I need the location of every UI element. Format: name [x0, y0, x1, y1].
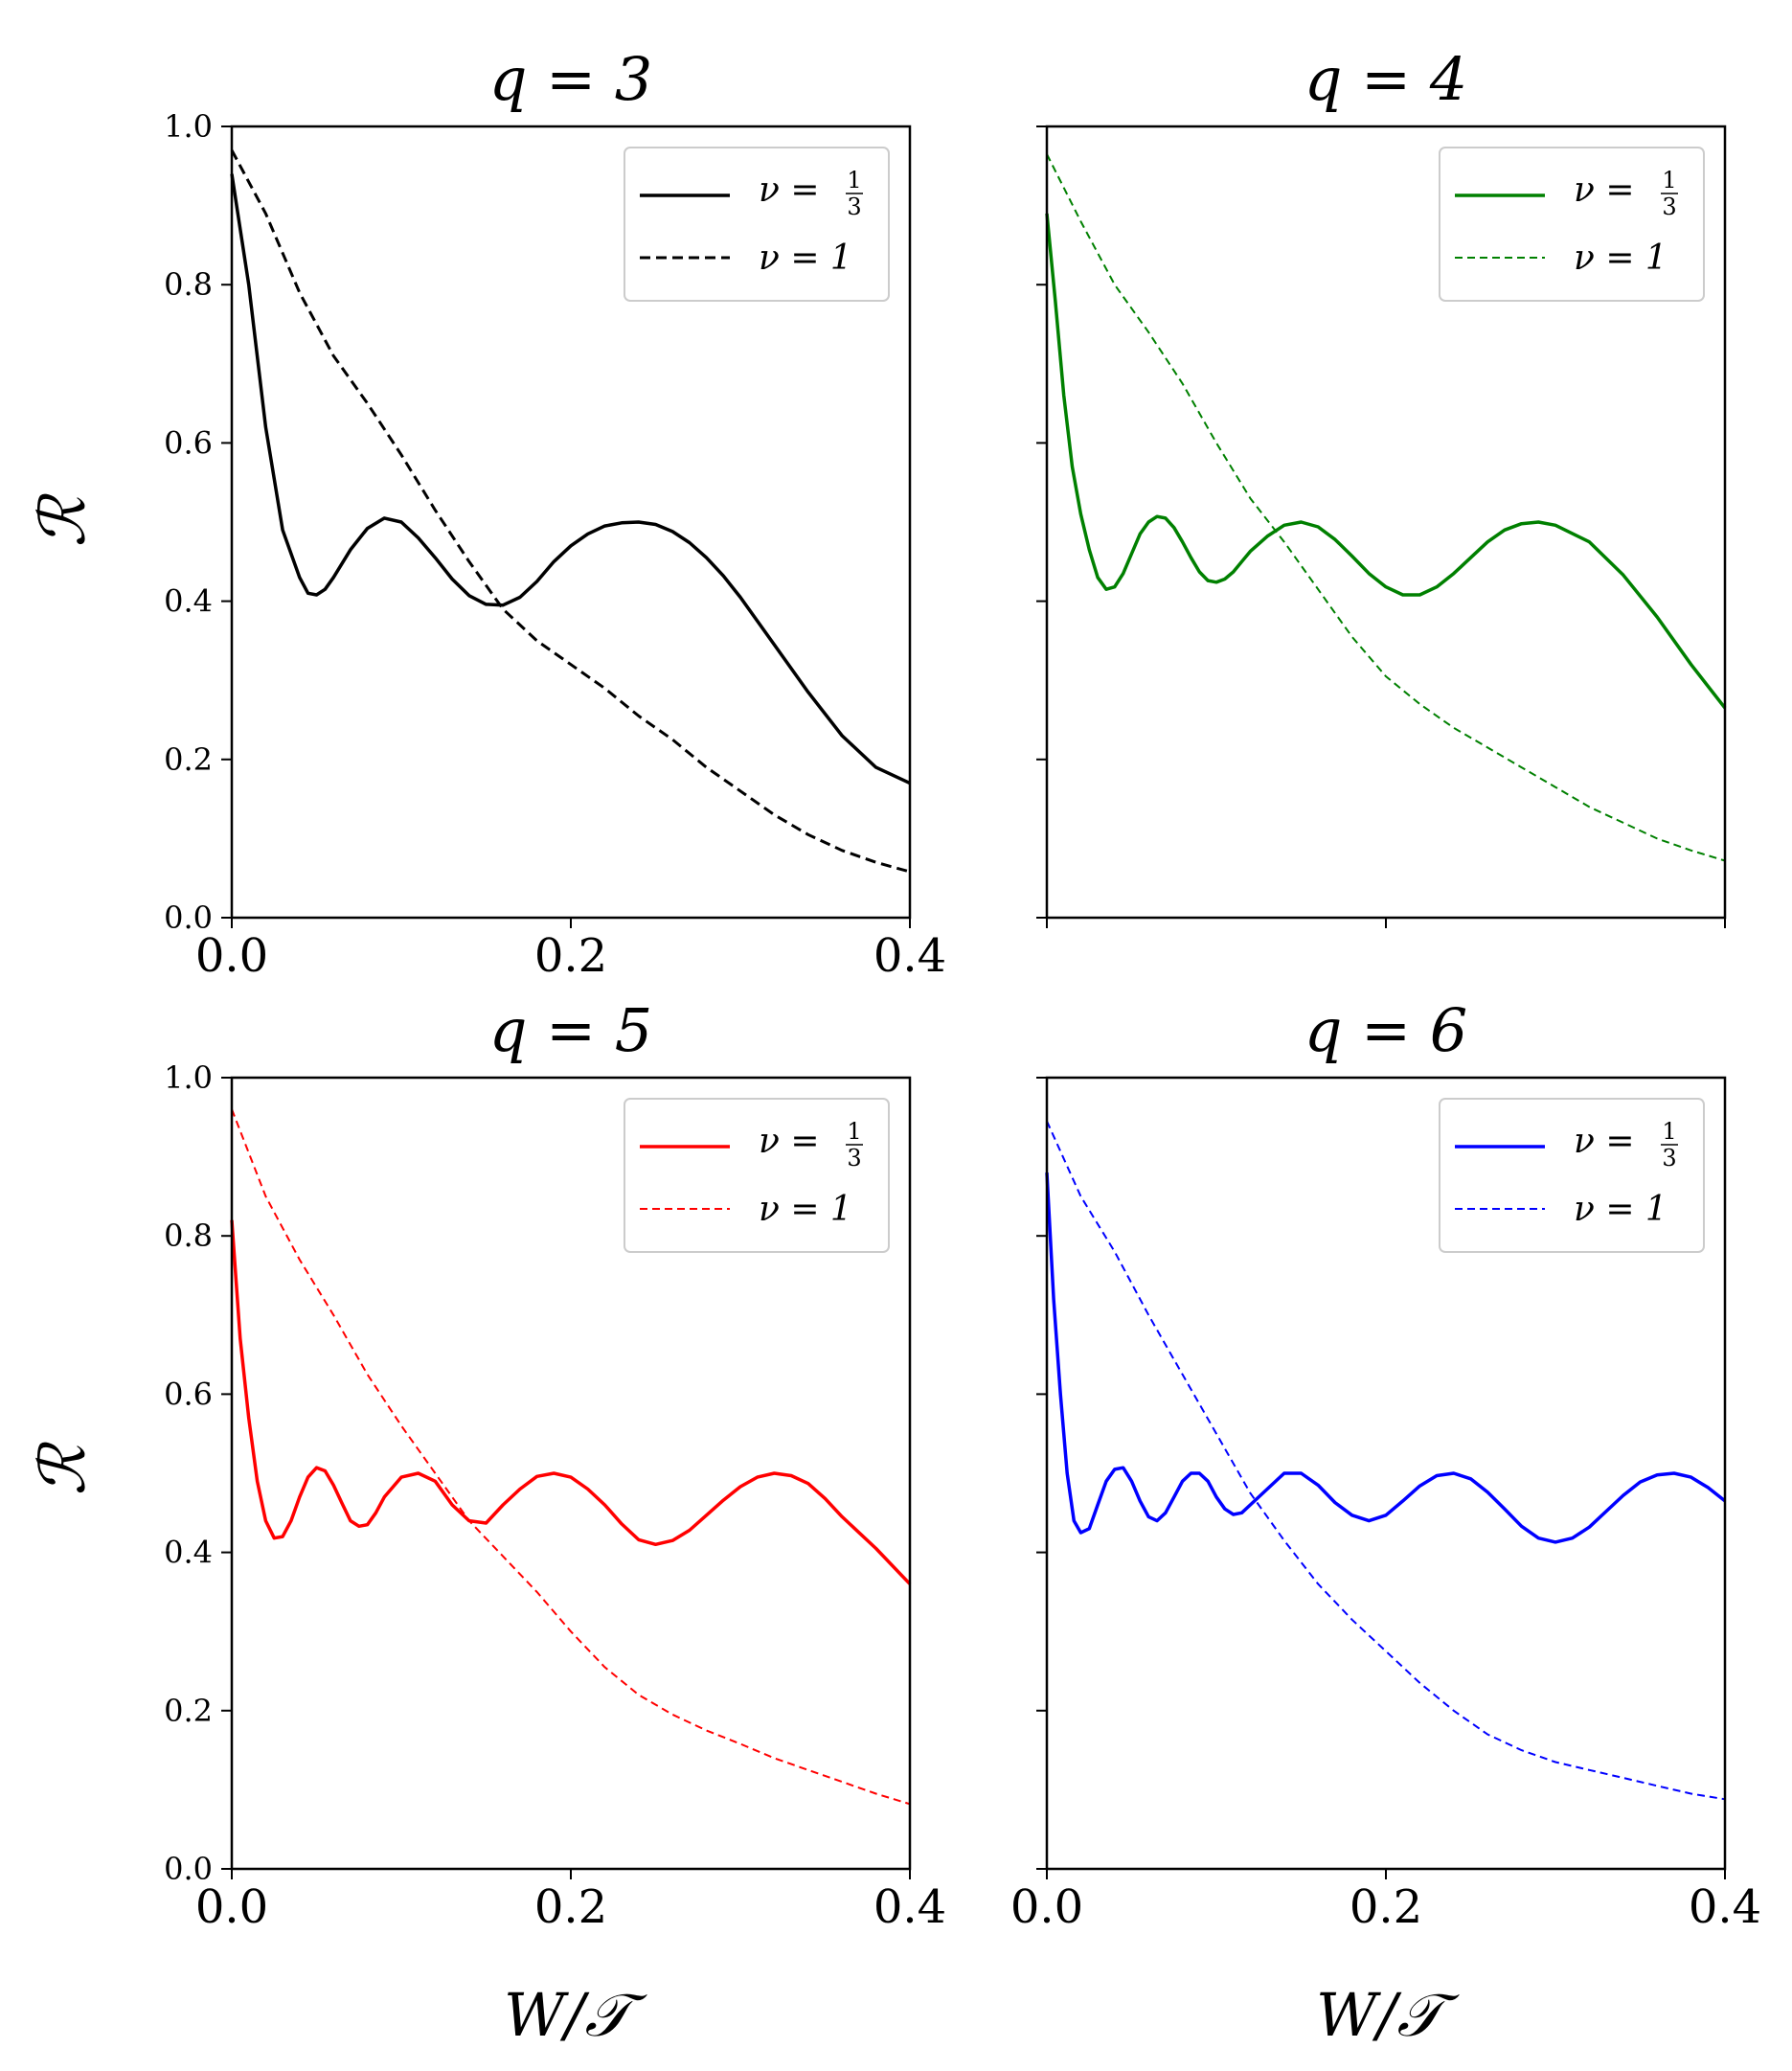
- legend-label-nu-one: ν = 1: [1574, 239, 1667, 278]
- y-tick-label: 0.2: [164, 741, 213, 778]
- x-tick-label: 0.2: [534, 929, 607, 983]
- panel-q4: q = 4 ν = 13 ν = 1: [1036, 44, 1727, 928]
- legend: ν = 13 ν = 1: [624, 1098, 890, 1253]
- panel-q3: q = 3 0.0 0.2 0.4 0.6 0.8 1.0 0.0 0.2 0.4 ν = 13 ν =…: [164, 44, 946, 983]
- y-tick-label: 0.6: [164, 424, 213, 461]
- y-tick-label: 0.2: [164, 1693, 213, 1729]
- series-nu-1-line: [230, 149, 911, 874]
- series-nu-third-line: [230, 1219, 912, 1585]
- legend-fraction-numerator: 1: [1662, 167, 1676, 193]
- legend-label-nu-one: ν = 1: [759, 1190, 852, 1229]
- legend-box: [624, 147, 890, 302]
- y-tick-label: 0.8: [164, 1218, 213, 1254]
- legend-fraction-numerator: 1: [1662, 1118, 1676, 1145]
- series-nu-third-line: [1045, 213, 1727, 710]
- axis-labels: ℛ ℛ W/𝒯 W/𝒯: [26, 492, 1461, 2050]
- legend-fraction-numerator: 1: [847, 167, 861, 193]
- x-axis-label-left: W/𝒯: [504, 1980, 648, 2050]
- legend-fraction-denominator: 3: [847, 193, 861, 220]
- legend-fraction-denominator: 3: [847, 1145, 861, 1172]
- legend: ν = 13 ν = 1: [624, 147, 890, 302]
- y-tick-label: 0.4: [164, 1535, 213, 1571]
- legend-fraction-numerator: 1: [847, 1118, 861, 1145]
- legend-box: [1439, 147, 1705, 302]
- y-tick-label: 0.0: [164, 1851, 213, 1887]
- y-axis-label-top: ℛ: [26, 492, 100, 547]
- series-nu-1-line: [231, 1108, 911, 1806]
- legend-label-nu-third: ν =: [1574, 171, 1635, 210]
- legend: ν = 13 ν = 1: [1439, 147, 1705, 302]
- series-nu-third-line: [1045, 1172, 1727, 1544]
- panel-title: q = 3: [489, 44, 653, 114]
- y-tick-label: 0.0: [164, 899, 213, 936]
- y-tick-label: 0.6: [164, 1376, 213, 1412]
- x-tick-label: 0.4: [1689, 1880, 1761, 1934]
- legend-label-nu-one: ν = 1: [1574, 1190, 1667, 1229]
- series-nu-1-line: [1046, 1120, 1726, 1801]
- y-axis-label-bottom: ℛ: [26, 1441, 100, 1495]
- x-tick-label: 0.4: [873, 1880, 946, 1934]
- legend-label-nu-third: ν =: [759, 171, 820, 210]
- panel-title: q = 6: [1304, 995, 1468, 1065]
- legend-fraction-denominator: 3: [1662, 1145, 1676, 1172]
- x-tick-label: 0.0: [195, 1880, 268, 1934]
- x-tick-label: 0.0: [195, 929, 268, 983]
- panel-title: q = 5: [489, 995, 653, 1065]
- panel-title: q = 4: [1304, 44, 1468, 114]
- legend-label-nu-third: ν =: [1574, 1122, 1635, 1161]
- x-tick-label: 0.2: [534, 1880, 607, 1934]
- legend-fraction-denominator: 3: [1662, 193, 1676, 220]
- y-tick-label: 1.0: [164, 1059, 213, 1096]
- x-tick-label: 0.4: [873, 929, 946, 983]
- x-tick-label: 0.0: [1010, 1880, 1083, 1934]
- y-tick-label: 0.4: [164, 583, 213, 620]
- x-tick-label: 0.2: [1350, 1880, 1422, 1934]
- legend-label-nu-one: ν = 1: [759, 239, 852, 278]
- legend: ν = 13 ν = 1: [1439, 1098, 1705, 1253]
- x-axis-label-right: W/𝒯: [1316, 1980, 1461, 2050]
- legend-box: [1439, 1098, 1705, 1253]
- legend-box: [624, 1098, 890, 1253]
- series-nu-third-line: [230, 173, 911, 785]
- panel-q6: q = 6 0.0 0.2 0.4 ν = 13 ν = 1: [1010, 995, 1761, 1934]
- y-tick-label: 1.0: [164, 108, 213, 145]
- panel-q5: q = 5 0.0 0.2 0.4 0.6 0.8 1.0 0.0 0.2 0.4 ν = 13 ν =…: [164, 995, 946, 1934]
- y-tick-label: 0.8: [164, 266, 213, 303]
- legend-label-nu-third: ν =: [759, 1122, 820, 1161]
- series-nu-1-line: [1046, 153, 1726, 862]
